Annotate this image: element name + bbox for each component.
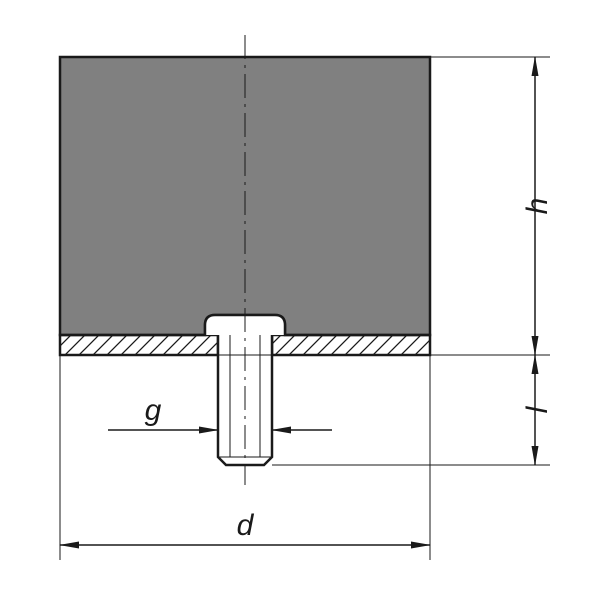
- label-length: l: [521, 405, 554, 413]
- technical-drawing: h l d g: [0, 0, 600, 600]
- label-thread: g: [145, 394, 162, 427]
- label-height: h: [521, 198, 554, 215]
- part-geometry: [60, 35, 430, 485]
- label-diameter: d: [237, 509, 255, 542]
